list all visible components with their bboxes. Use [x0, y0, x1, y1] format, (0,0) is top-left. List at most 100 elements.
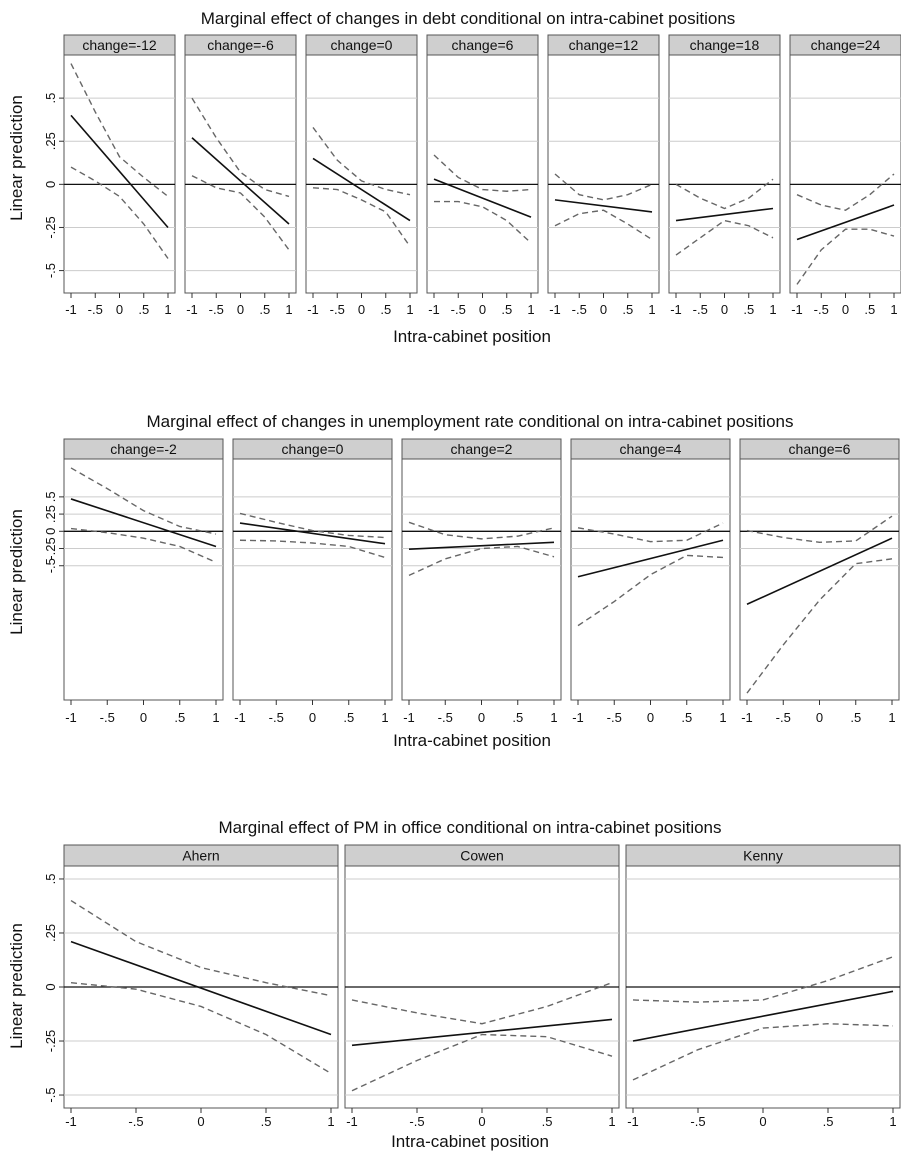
y-axis-label: Linear prediction	[7, 95, 26, 221]
panel-strip-label: change=0	[282, 441, 344, 457]
upper-ci-line	[70, 467, 217, 535]
lower-ci-line	[239, 539, 386, 559]
x-tick-label: -.5	[409, 1114, 424, 1129]
estimate-line	[632, 990, 894, 1042]
x-tick-label: 1	[719, 710, 726, 725]
x-tick-label: -1	[346, 1114, 358, 1129]
x-tick-label: -.5	[693, 302, 708, 317]
x-tick-label: 0	[237, 302, 244, 317]
x-tick-label: .5	[542, 1114, 553, 1129]
upper-ci-line	[191, 97, 290, 198]
estimate-line	[554, 199, 653, 213]
estimate-line	[408, 541, 555, 551]
estimate-line	[577, 539, 724, 578]
x-tick-label: 0	[647, 710, 654, 725]
x-tick-label: -.5	[607, 710, 622, 725]
x-tick-label: 0	[478, 1114, 485, 1129]
panel-strip-label: Cowen	[460, 848, 504, 864]
x-tick-label: .5	[681, 710, 692, 725]
upper-ci-line	[70, 63, 169, 197]
upper-ci-line	[632, 956, 894, 1003]
panel-strip-label: change=18	[690, 37, 760, 53]
panel-frame	[63, 54, 176, 294]
x-tick-label: 1	[648, 302, 655, 317]
panel: change=12 -1 -.5 0 .5 1	[547, 34, 660, 317]
x-axis-label: Intra-cabinet position	[391, 1132, 549, 1151]
x-tick-label: 1	[608, 1114, 615, 1129]
x-tick-label: 1	[285, 302, 292, 317]
upper-ci-line	[351, 982, 613, 1025]
y-tick-label: 0	[43, 528, 58, 535]
x-tick-label: 1	[212, 710, 219, 725]
lower-ci-line	[746, 558, 893, 694]
panel-strip-label: Kenny	[743, 848, 783, 864]
estimate-line	[312, 157, 411, 222]
estimate-line	[433, 178, 532, 218]
x-tick-label: .5	[343, 710, 354, 725]
x-axis-label: Intra-cabinet position	[393, 731, 551, 750]
lower-ci-line	[554, 209, 653, 241]
x-axis-label: Intra-cabinet position	[393, 327, 551, 346]
panel-strip-label: change=2	[451, 441, 513, 457]
x-tick-label: -1	[670, 302, 682, 317]
lower-ci-line	[191, 175, 290, 251]
x-tick-label: -.5	[128, 1114, 143, 1129]
panel: Ahern -1 -.5 0 .5 1 -.5 -.25 0 .25 .5	[43, 844, 339, 1129]
y-tick-label: .5	[43, 93, 58, 104]
upper-ci-line	[312, 127, 411, 196]
x-tick-label: 1	[527, 302, 534, 317]
x-tick-label: -1	[65, 1114, 77, 1129]
y-tick-label: -.5	[43, 558, 58, 573]
x-tick-label: -1	[234, 710, 246, 725]
upper-ci-line	[554, 173, 653, 201]
x-tick-label: .5	[174, 710, 185, 725]
x-tick-label: 0	[478, 710, 485, 725]
x-tick-label: 1	[890, 302, 897, 317]
panel-strip-label: change=-12	[82, 37, 157, 53]
x-tick-label: 1	[406, 302, 413, 317]
x-tick-label: -1	[741, 710, 753, 725]
x-tick-label: -.5	[776, 710, 791, 725]
x-tick-label: 0	[816, 710, 823, 725]
panel: change=-6 -1 -.5 0 .5 1	[184, 34, 297, 317]
panel-strip-label: change=6	[789, 441, 851, 457]
lower-ci-line	[70, 981, 332, 1075]
panel-frame	[570, 458, 731, 701]
x-tick-label: .5	[259, 302, 270, 317]
estimate-line	[70, 498, 217, 548]
x-tick-label: 1	[769, 302, 776, 317]
panel: change=0 -1 -.5 0 .5 1	[232, 438, 393, 725]
upper-ci-line	[70, 899, 332, 997]
panel-strip-label: change=-2	[110, 441, 177, 457]
panel-frame	[232, 458, 393, 701]
panel-frame	[547, 54, 660, 294]
panel: change=6 -1 -.5 0 .5 1	[739, 438, 900, 725]
x-tick-label: -1	[403, 710, 415, 725]
x-tick-label: .5	[138, 302, 149, 317]
y-tick-label: .5	[43, 874, 58, 885]
x-tick-label: .5	[261, 1114, 272, 1129]
x-tick-label: 1	[327, 1114, 334, 1129]
x-tick-label: 0	[309, 710, 316, 725]
y-tick-label: -.5	[43, 1087, 58, 1102]
panel-frame	[789, 54, 901, 294]
x-tick-label: -1	[549, 302, 561, 317]
panel: change=0 -1 -.5 0 .5 1	[305, 34, 418, 317]
upper-ci-line	[577, 522, 724, 543]
y-tick-label: .25	[43, 505, 58, 523]
x-tick-label: 1	[381, 710, 388, 725]
upper-ci-line	[796, 173, 895, 211]
panel-frame	[63, 458, 224, 701]
x-tick-label: -1	[791, 302, 803, 317]
x-tick-label: 1	[888, 710, 895, 725]
x-tick-label: .5	[380, 302, 391, 317]
y-axis-label: Linear prediction	[7, 509, 26, 635]
panel: change=2 -1 -.5 0 .5 1	[401, 438, 562, 725]
panel-frame	[426, 54, 539, 294]
panel-strip-label: change=4	[620, 441, 682, 457]
panel-strip-label: change=12	[569, 37, 639, 53]
estimate-line	[351, 1018, 613, 1047]
x-tick-label: 1	[550, 710, 557, 725]
panel-frame	[668, 54, 781, 294]
y-tick-label: 0	[43, 181, 58, 188]
